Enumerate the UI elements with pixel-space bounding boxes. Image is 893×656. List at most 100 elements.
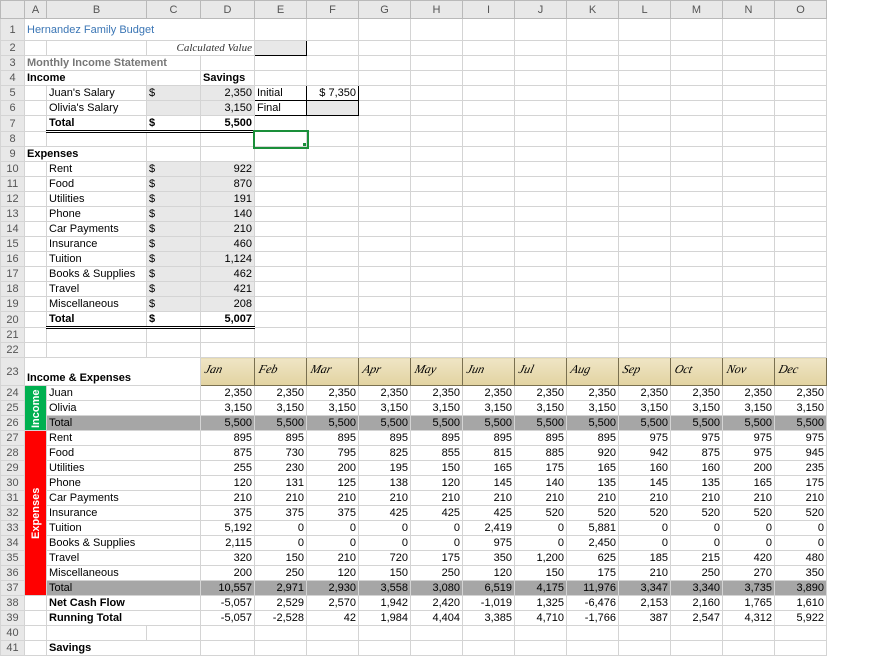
col-header[interactable]: C <box>147 1 201 19</box>
data-cell[interactable]: 250 <box>671 566 723 581</box>
data-cell[interactable]: 895 <box>307 431 359 446</box>
data-cell[interactable]: 150 <box>255 551 307 566</box>
data-cell[interactable]: 0 <box>307 521 359 536</box>
data-cell[interactable]: 895 <box>359 431 411 446</box>
data-cell[interactable]: 2,350 <box>411 386 463 401</box>
data-cell[interactable]: 2,450 <box>567 536 619 551</box>
col-header[interactable]: D <box>201 1 255 19</box>
data-cell[interactable]: 885 <box>515 446 567 461</box>
data-cell[interactable]: 825 <box>359 446 411 461</box>
data-cell[interactable]: 120 <box>411 476 463 491</box>
data-cell[interactable]: 520 <box>515 506 567 521</box>
row-header[interactable]: 40 <box>1 626 25 641</box>
data-cell[interactable]: 975 <box>723 446 775 461</box>
data-cell[interactable]: 250 <box>411 566 463 581</box>
data-cell[interactable]: 350 <box>775 566 827 581</box>
row-header[interactable]: 41 <box>1 641 25 656</box>
row-header[interactable]: 38 <box>1 596 25 611</box>
data-cell[interactable]: 175 <box>567 566 619 581</box>
data-cell[interactable]: 3,150 <box>411 401 463 416</box>
data-cell[interactable]: 255 <box>201 461 255 476</box>
data-cell[interactable]: 0 <box>359 521 411 536</box>
data-cell[interactable]: 480 <box>775 551 827 566</box>
col-header[interactable]: A <box>25 1 47 19</box>
col-header[interactable]: F <box>307 1 359 19</box>
data-cell[interactable]: 150 <box>411 461 463 476</box>
row-header[interactable]: 4 <box>1 71 25 86</box>
row-header[interactable]: 14 <box>1 222 25 237</box>
row-header[interactable]: 2 <box>1 41 25 56</box>
spreadsheet-grid[interactable]: ABCDEFGHIJKLMNO1Hernandez Family Budget2… <box>0 0 879 656</box>
col-header[interactable]: J <box>515 1 567 19</box>
data-cell[interactable]: 895 <box>201 431 255 446</box>
col-header[interactable]: N <box>723 1 775 19</box>
data-cell[interactable]: 3,150 <box>515 401 567 416</box>
data-cell[interactable]: 3,150 <box>359 401 411 416</box>
data-cell[interactable]: 2,350 <box>359 386 411 401</box>
row-header[interactable]: 20 <box>1 312 25 328</box>
data-cell[interactable]: 210 <box>201 491 255 506</box>
data-cell[interactable]: 0 <box>723 536 775 551</box>
row-header[interactable]: 17 <box>1 267 25 282</box>
data-cell[interactable]: 942 <box>619 446 671 461</box>
data-cell[interactable]: 855 <box>411 446 463 461</box>
data-cell[interactable]: 0 <box>307 536 359 551</box>
row-header[interactable]: 23 <box>1 358 25 386</box>
row-header[interactable]: 28 <box>1 446 25 461</box>
expense-value[interactable]: 462 <box>201 267 255 282</box>
data-cell[interactable]: 0 <box>723 521 775 536</box>
savings-final-value[interactable] <box>307 101 359 116</box>
data-cell[interactable]: 210 <box>255 491 307 506</box>
data-cell[interactable]: 895 <box>411 431 463 446</box>
data-cell[interactable]: 175 <box>411 551 463 566</box>
data-cell[interactable]: 230 <box>255 461 307 476</box>
data-cell[interactable]: 920 <box>567 446 619 461</box>
col-header[interactable]: L <box>619 1 671 19</box>
row-header[interactable]: 36 <box>1 566 25 581</box>
row-header[interactable]: 24 <box>1 386 25 401</box>
col-header[interactable]: I <box>463 1 515 19</box>
data-cell[interactable]: 210 <box>307 551 359 566</box>
data-cell[interactable]: 520 <box>775 506 827 521</box>
data-cell[interactable]: 1,200 <box>515 551 567 566</box>
data-cell[interactable]: 520 <box>619 506 671 521</box>
data-cell[interactable]: 210 <box>307 491 359 506</box>
data-cell[interactable]: 795 <box>307 446 359 461</box>
expense-value[interactable]: 210 <box>201 222 255 237</box>
data-cell[interactable]: 120 <box>463 566 515 581</box>
data-cell[interactable]: 0 <box>515 536 567 551</box>
data-cell[interactable]: 150 <box>359 566 411 581</box>
data-cell[interactable]: 215 <box>671 551 723 566</box>
expense-value[interactable]: 191 <box>201 192 255 207</box>
data-cell[interactable]: 210 <box>671 491 723 506</box>
col-header[interactable]: M <box>671 1 723 19</box>
row-header[interactable]: 25 <box>1 401 25 416</box>
data-cell[interactable]: 210 <box>515 491 567 506</box>
data-cell[interactable]: 425 <box>411 506 463 521</box>
data-cell[interactable]: 975 <box>775 431 827 446</box>
data-cell[interactable]: 520 <box>567 506 619 521</box>
data-cell[interactable]: 200 <box>723 461 775 476</box>
data-cell[interactable]: 625 <box>567 551 619 566</box>
data-cell[interactable]: 135 <box>671 476 723 491</box>
col-header[interactable]: O <box>775 1 827 19</box>
row-header[interactable]: 5 <box>1 86 25 101</box>
expense-value[interactable]: 460 <box>201 237 255 252</box>
row-header[interactable]: 12 <box>1 192 25 207</box>
data-cell[interactable]: 2,350 <box>775 386 827 401</box>
data-cell[interactable]: 210 <box>463 491 515 506</box>
row-header[interactable]: 27 <box>1 431 25 446</box>
expense-value[interactable]: 421 <box>201 282 255 297</box>
col-header[interactable]: B <box>47 1 147 19</box>
data-cell[interactable]: 730 <box>255 446 307 461</box>
data-cell[interactable]: 425 <box>463 506 515 521</box>
row-header[interactable]: 29 <box>1 461 25 476</box>
data-cell[interactable]: 270 <box>723 566 775 581</box>
data-cell[interactable]: 2,350 <box>723 386 775 401</box>
data-cell[interactable]: 425 <box>359 506 411 521</box>
data-cell[interactable]: 195 <box>359 461 411 476</box>
row-header[interactable]: 8 <box>1 132 25 147</box>
data-cell[interactable]: 0 <box>255 521 307 536</box>
select-all[interactable] <box>1 1 25 19</box>
col-header[interactable]: E <box>255 1 307 19</box>
